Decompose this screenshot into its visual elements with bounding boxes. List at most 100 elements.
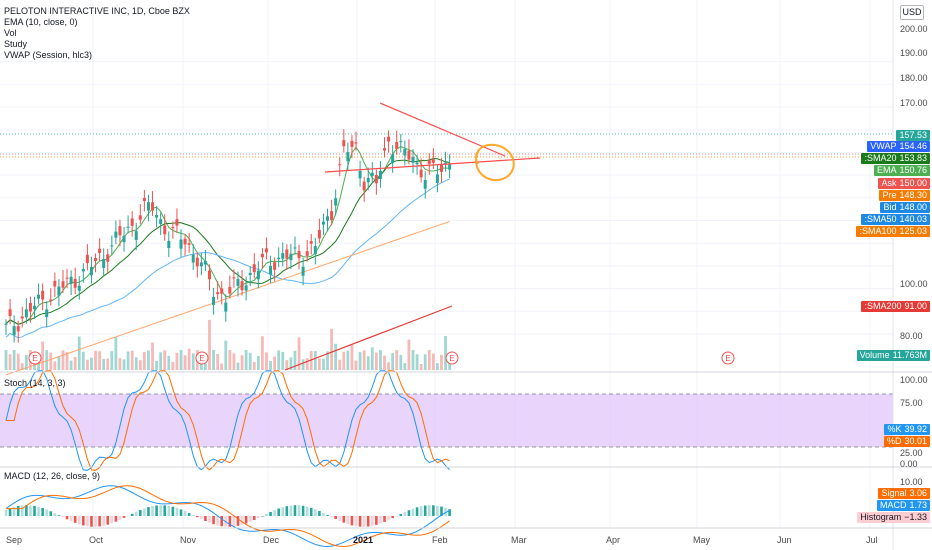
volume-bar <box>232 353 236 370</box>
macd-hist-bar <box>69 516 73 522</box>
price-tag-name: VWAP <box>870 141 897 151</box>
candle-body <box>118 226 122 236</box>
macd-hist-bar <box>53 513 57 516</box>
volume-bar <box>289 357 293 370</box>
volume-bar <box>322 358 325 370</box>
earnings-marker-label: E <box>199 354 204 363</box>
volume-bar <box>179 350 183 370</box>
candle-body <box>32 305 36 310</box>
macd-hist-bar <box>236 516 240 526</box>
volume-bar <box>403 363 407 370</box>
earnings-marker[interactable] <box>28 351 42 365</box>
volume-bar <box>183 355 187 370</box>
price-tag-value: 11.763M <box>892 350 927 360</box>
time-tick[interactable]: Mar <box>511 535 527 545</box>
volume-bar <box>431 353 435 370</box>
volume-bar <box>240 355 244 370</box>
time-tick[interactable]: Jun <box>777 535 792 545</box>
study-vwap[interactable]: VWAP (Session, hlc3) <box>4 50 93 60</box>
price-tag: :SMA20 153.83 <box>861 153 930 164</box>
time-tick[interactable]: Apr <box>606 535 621 545</box>
candle-body <box>387 136 391 142</box>
volume-bar <box>159 352 163 370</box>
time-tick[interactable]: 2021 <box>353 535 374 545</box>
macd-hist-bar <box>391 516 394 519</box>
trendline-lower <box>324 157 541 173</box>
candle-body <box>273 262 277 270</box>
time-tick[interactable]: May <box>693 535 711 545</box>
candle-body <box>187 243 191 245</box>
volume-bar <box>65 352 69 370</box>
time-tick[interactable]: Sep <box>6 535 23 545</box>
volume-bar <box>204 363 207 370</box>
macd-hist-bar <box>25 505 28 516</box>
candle-body <box>326 216 330 221</box>
macd-tag: Signal 3.06 <box>878 488 930 499</box>
time-tick[interactable]: Jul <box>866 535 878 545</box>
candle-body <box>155 214 159 218</box>
volume-bar <box>440 354 443 370</box>
candle-body <box>391 154 395 164</box>
macd-hist-bar <box>330 516 333 517</box>
price-tick: 100.00 <box>900 279 928 289</box>
volume-bar <box>423 354 427 370</box>
drawing-tools[interactable] <box>324 102 541 181</box>
macd-hist-bar <box>57 515 61 516</box>
macd-hist-bar <box>200 516 203 520</box>
volume-bar <box>301 359 305 370</box>
earnings-marker[interactable] <box>721 351 735 365</box>
volume-bar <box>155 361 158 370</box>
volume-bar <box>138 360 142 370</box>
candle-body <box>313 246 317 255</box>
volume-bar <box>415 354 419 370</box>
study-study[interactable]: Study <box>4 39 28 49</box>
macd-hist-bar <box>281 507 285 516</box>
macd-hist-bar <box>358 516 362 527</box>
macd-hist-bar <box>366 516 370 527</box>
candle-body <box>370 172 374 176</box>
candle-body <box>423 179 427 189</box>
time-tick[interactable]: Nov <box>180 535 197 545</box>
candle-body <box>383 148 387 151</box>
time-tick[interactable]: Dec <box>263 535 280 545</box>
macd-hist-bar <box>436 505 439 516</box>
candle-body <box>354 142 358 144</box>
macd-hist-bar <box>257 516 260 519</box>
volume-bar <box>224 340 228 370</box>
candle-body <box>28 302 32 312</box>
candle-body <box>45 309 49 318</box>
macd-hist-bar <box>240 516 244 525</box>
earnings-marker[interactable] <box>445 351 459 365</box>
macd-legend[interactable]: MACD (12, 26, close, 9) <box>4 471 100 482</box>
candle-body <box>167 240 171 249</box>
study-ema[interactable]: EMA (10, close, 0) <box>4 17 78 27</box>
symbol-title[interactable]: PELOTON INTERACTIVE INC, 1D, Cboe BZX <box>4 6 190 16</box>
candle-body <box>216 292 220 295</box>
macd-hist-bar <box>419 506 423 516</box>
macd-hist-bar <box>167 505 171 516</box>
stoch-legend[interactable]: Stoch (14, 3, 3) <box>4 378 66 389</box>
candle-body <box>395 141 399 149</box>
time-tick[interactable]: Oct <box>89 535 104 545</box>
candle-body <box>208 270 211 280</box>
candle-body <box>407 150 411 160</box>
price-tag-value: 148.30 <box>899 190 927 200</box>
currency-button[interactable]: USD <box>900 5 924 20</box>
volume-bar <box>49 352 53 370</box>
time-tick[interactable]: Feb <box>432 535 448 545</box>
earnings-marker[interactable] <box>195 351 209 365</box>
candle-body <box>85 254 89 264</box>
volume-bar <box>90 357 93 370</box>
macd-hist-bar <box>277 508 280 516</box>
candlesticks[interactable] <box>4 128 452 343</box>
volume-bar <box>167 355 171 370</box>
candle-body <box>411 157 415 163</box>
candle-body <box>399 141 403 143</box>
volume-bar <box>220 363 224 370</box>
study-vol[interactable]: Vol <box>4 28 17 38</box>
macd-hist-bar <box>94 516 97 527</box>
candle-body <box>277 257 281 260</box>
macd-hist-bar <box>261 515 264 517</box>
